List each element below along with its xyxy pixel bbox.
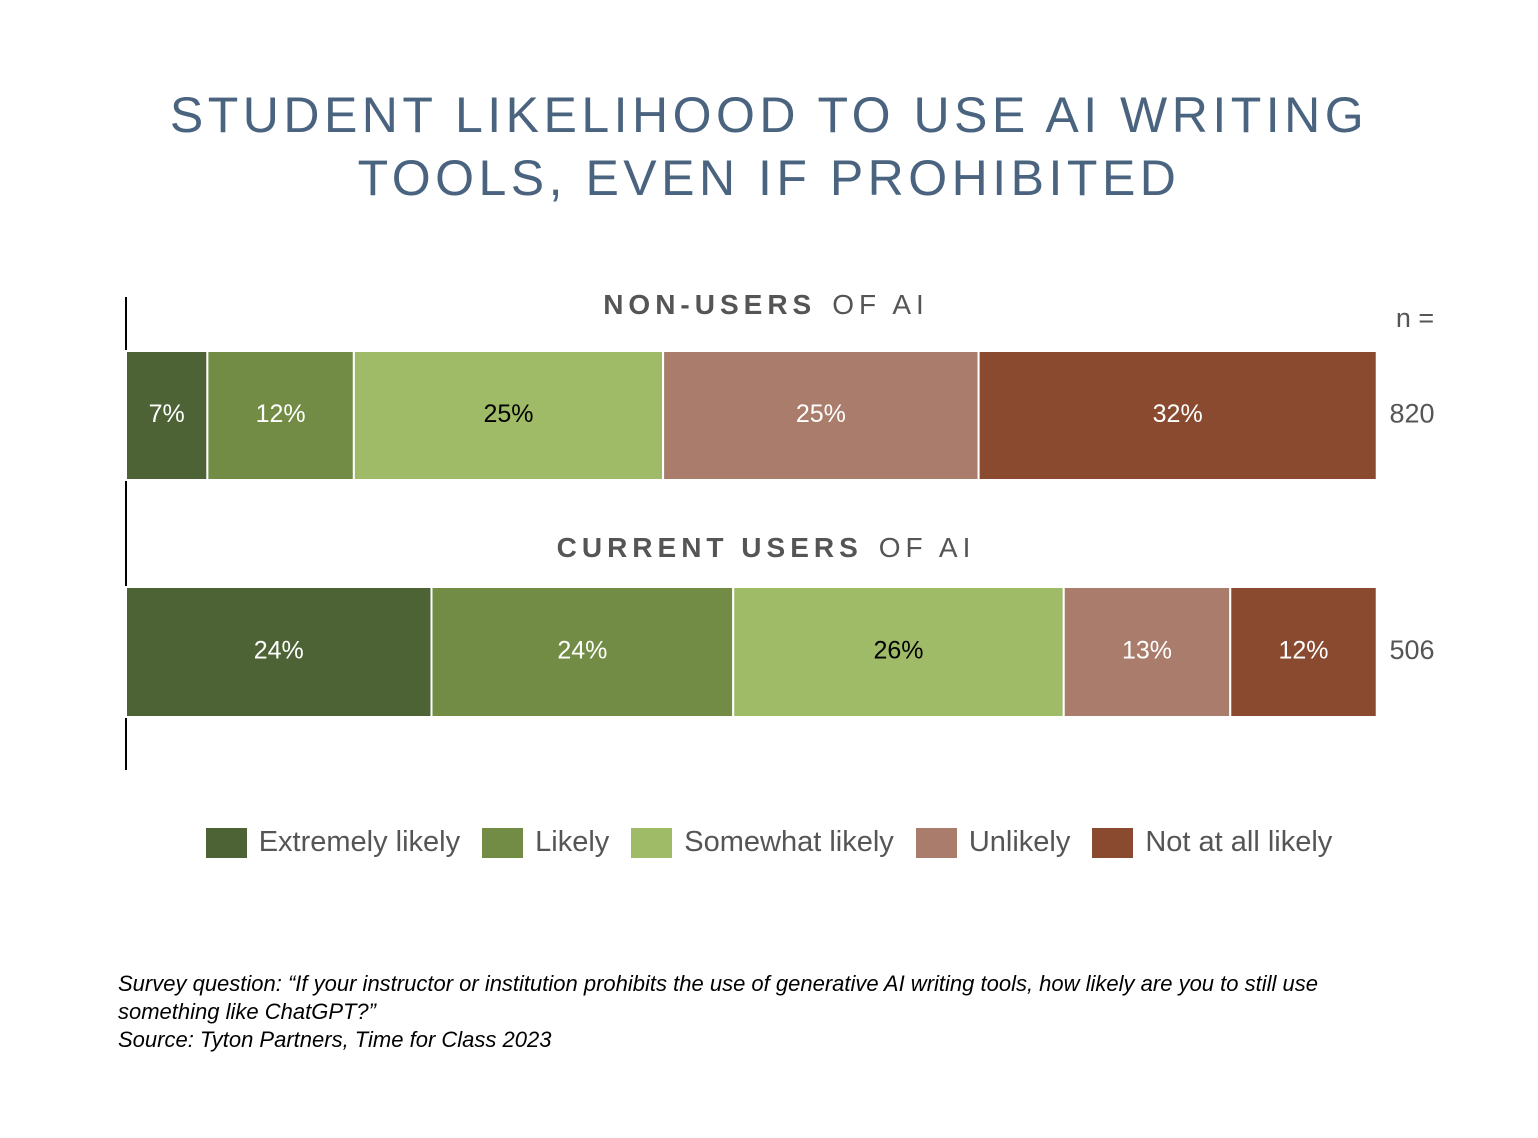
bar-segment [662,350,980,481]
bar-segment [206,350,355,481]
legend: Extremely likely Likely Somewhat likely Unl… [0,826,1538,859]
value-label: 13% [1122,637,1172,665]
footnote: Survey question: “If your instructor or … [118,970,1408,1054]
legend-item: Not at all likely [1092,826,1332,859]
n-value: 506 [1389,635,1434,665]
legend-swatch [482,827,524,858]
legend-item: Likely [482,826,609,859]
bar-segment [977,350,1378,481]
legend-swatch [631,827,673,858]
value-label: 24% [254,637,304,665]
legend-label: Not at all likely [1145,826,1333,858]
group-label: CURRENT USERS OF AI [557,532,976,563]
bar-segment [125,350,209,481]
note: Survey question: “If your instructor or … [118,971,1318,1024]
value-label: 7% [149,400,185,428]
legend-swatch [205,827,247,858]
title-line: STUDENT LIKELIHOOD TO USE AI WRITING [169,87,1369,143]
bar-segment [1229,586,1378,718]
value-label: 26% [873,637,923,665]
legend-swatch [915,827,957,858]
legend-label: Extremely likely [258,826,461,858]
group-label-rest: OF AI [832,289,929,320]
legend-item: Unlikely [915,826,1071,859]
group-label-rest: OF AI [879,532,976,563]
bar-segment [1062,586,1232,718]
value-label: 12% [1278,637,1328,665]
legend-label: Somewhat likely [684,826,894,858]
bar-segment [352,350,665,481]
value-label: 25% [483,400,533,428]
value-label: 12% [256,400,306,428]
n-label: n = [1396,303,1434,333]
value-label: 24% [557,637,607,665]
group-label: NON-USERS OF AI [603,289,929,320]
legend-label: Unlikely [968,826,1071,858]
chart-title: STUDENT LIKELIHOOD TO USE AI WRITING TOO… [0,84,1538,210]
group-label-strong: NON-USERS [603,289,816,320]
source: Source: Tyton Partners, Time for Class 2… [118,1027,552,1052]
value-label: 25% [796,400,846,428]
legend-item: Somewhat likely [631,826,894,859]
legend-label: Likely [535,826,610,858]
bar-segment [125,586,433,718]
title-line: TOOLS, EVEN IF PROHIBITED [357,150,1181,206]
legend-item: Extremely likely [205,826,461,859]
n-value: 820 [1389,399,1434,429]
legend-swatch [1092,827,1134,858]
value-label: 32% [1153,400,1203,428]
bar-segment [732,586,1065,718]
group-label-strong: CURRENT USERS [557,532,863,563]
